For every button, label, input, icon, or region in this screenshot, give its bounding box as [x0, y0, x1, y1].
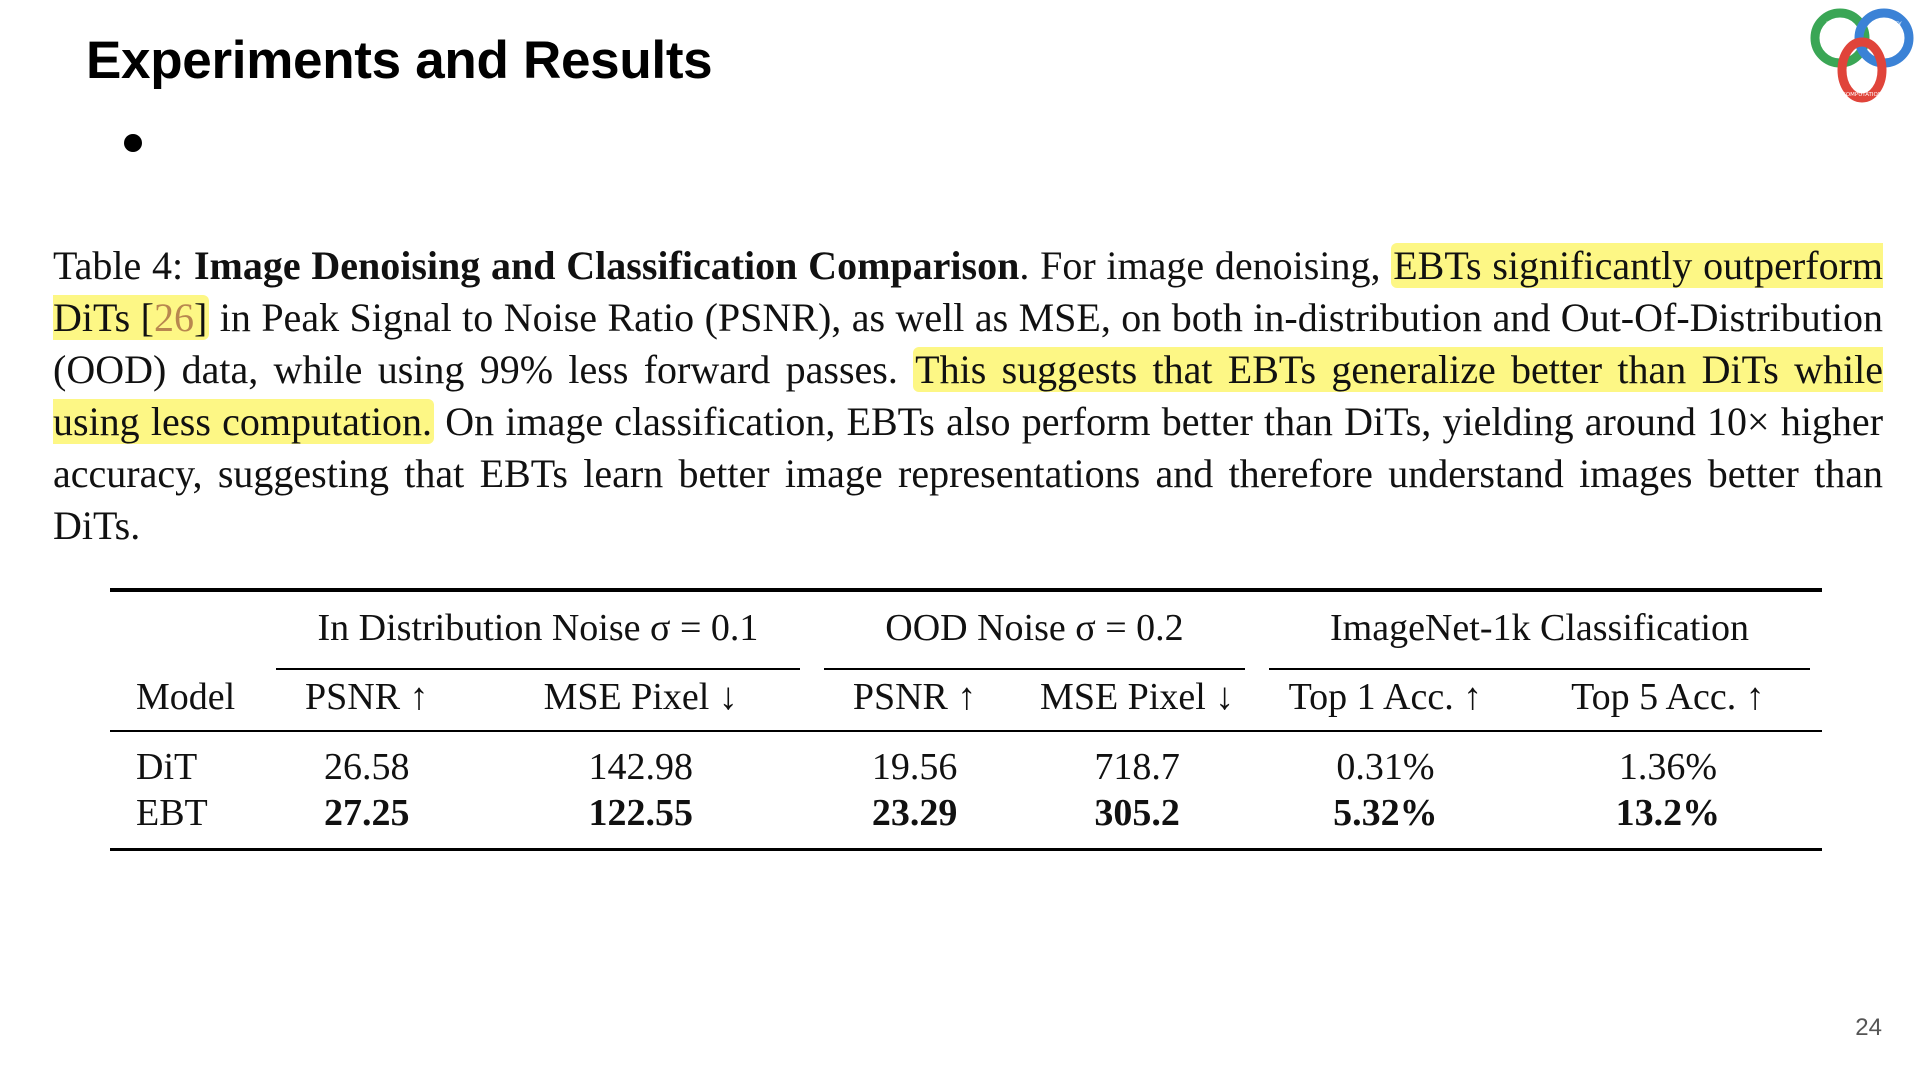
citation-link[interactable]: 26 — [153, 295, 194, 340]
group-in-distribution: In Distribution Noise σ = 0.1 — [264, 590, 812, 670]
caption-highlight-1a: EBTs significantly outperform DiTs [ — [53, 243, 1884, 340]
cell-value: 718.7 — [1094, 746, 1180, 788]
group-ood: OOD Noise σ = 0.2 — [812, 590, 1257, 670]
header-psnr-id: PSNR ↑ — [305, 676, 429, 718]
bullet-point — [124, 134, 142, 152]
caption-text-3: On image classification, EBTs also perfo… — [53, 399, 1884, 548]
header-psnr-ood: PSNR ↑ — [852, 676, 977, 718]
caption-highlight-1b: ] — [193, 295, 208, 340]
header-top1: Top 1 Acc. ↑ — [1288, 676, 1483, 718]
cell-value: 26.58 — [324, 746, 410, 788]
table-row-ebt: EBT 27.25 122.55 23.29 305.2 5.32% 13.2% — [110, 790, 1822, 850]
caption-text-1: . For image denoising, — [1019, 243, 1392, 288]
page-title: Experiments and Results — [86, 31, 713, 90]
logo-red-ring — [1837, 37, 1887, 103]
table-header-row: Model PSNR ↑ MSE Pixel ↓ PSNR ↑ MSE Pixe… — [110, 664, 1822, 731]
logo-text-society: SOCIETY — [1876, 21, 1902, 28]
cell-model: DiT — [136, 746, 198, 788]
results-table: In Distribution Noise σ = 0.1 OOD Noise … — [110, 588, 1822, 851]
table-caption: Table 4: Image Denoising and Classificat… — [53, 240, 1884, 552]
cell-value: 0.31% — [1336, 746, 1435, 788]
empty-cell — [110, 590, 264, 664]
logo-text-computation: COMPUTATION — [1842, 92, 1882, 98]
cell-value: 5.32% — [1333, 792, 1438, 834]
cell-value: 1.36% — [1618, 746, 1717, 788]
nature-society-computation-logo: NATURE SOCIETY COMPUTATION — [1810, 8, 1914, 103]
caption-label: Table 4: — [53, 243, 184, 288]
cell-value: 23.29 — [871, 792, 958, 834]
table-row-dit: DiT 26.58 142.98 19.56 718.7 0.31% 1.36% — [110, 731, 1822, 790]
caption-text-2: in Peak Signal to Noise Ratio (PSNR), as… — [53, 295, 1883, 392]
page-number: 24 — [1855, 1014, 1882, 1041]
cell-value: 19.56 — [871, 746, 958, 788]
cell-value: 122.55 — [588, 792, 693, 834]
table-group-header-row: In Distribution Noise σ = 0.1 OOD Noise … — [110, 590, 1822, 670]
cell-value: 142.98 — [588, 746, 693, 788]
cell-value: 27.25 — [324, 792, 410, 834]
cell-value: 305.2 — [1094, 792, 1180, 834]
caption-bold-title: Image Denoising and Classification Compa… — [193, 243, 1020, 288]
header-mse-ood: MSE Pixel ↓ — [1040, 676, 1235, 718]
header-model: Model — [136, 676, 236, 718]
header-mse-id: MSE Pixel ↓ — [543, 676, 738, 718]
cell-value: 13.2% — [1615, 792, 1721, 834]
header-top5: Top 5 Acc. ↑ — [1571, 676, 1765, 718]
cell-model: EBT — [136, 792, 208, 834]
group-imagenet: ImageNet-1k Classification — [1257, 590, 1822, 670]
logo-text-nature: NATURE — [1826, 21, 1850, 28]
